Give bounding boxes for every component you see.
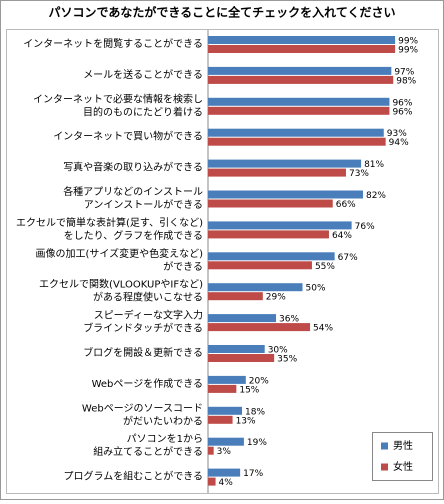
value-label: 50% — [306, 284, 326, 294]
value-label: 99% — [398, 46, 418, 56]
bar — [208, 159, 362, 168]
bar — [208, 75, 394, 84]
value-label: 54% — [313, 324, 333, 334]
value-label: 93% — [387, 129, 407, 139]
category-label: アンインストールができる — [84, 198, 203, 211]
category-label: スピーディーな文字入力 — [94, 309, 203, 322]
bar — [208, 230, 329, 239]
value-label: 55% — [315, 262, 335, 272]
bar — [208, 66, 392, 75]
category-label: 目的のものにたどり着ける — [83, 105, 203, 118]
value-label: 29% — [266, 293, 286, 303]
value-label: 18% — [245, 407, 265, 417]
bar — [208, 168, 346, 177]
value-label: 19% — [247, 438, 267, 448]
chart-title: パソコンであなたができることに全てチェックを入れてください — [49, 5, 396, 20]
category-label: 各種アプリなどのインストール — [63, 185, 203, 198]
value-label: 64% — [332, 231, 352, 241]
value-label: 94% — [389, 138, 409, 148]
bar — [208, 199, 333, 208]
category-label: 写真や音楽の取り込みができる — [63, 161, 203, 174]
bar — [208, 446, 214, 455]
bar — [208, 252, 335, 261]
category-label: メールを送ることができる — [83, 68, 203, 81]
category-label: インターネットで必要な情報を検索し — [33, 92, 203, 105]
legend-box — [372, 432, 433, 481]
bar — [208, 45, 396, 53]
category-label: ブログを開設＆更新できる — [83, 346, 203, 359]
category-label: ブラインドタッチができる — [83, 322, 203, 335]
value-label: 66% — [336, 200, 356, 210]
legend-label: 男性 — [393, 439, 413, 452]
category-label: エクセルで簡単な表計算(足す、引くなど) — [16, 216, 203, 229]
bar — [208, 314, 277, 323]
bar — [208, 283, 303, 292]
bar — [208, 323, 311, 332]
bar — [208, 406, 243, 415]
bar — [208, 36, 396, 44]
bar — [208, 106, 390, 115]
bar — [208, 345, 265, 353]
category-label: 組み立てることができる — [93, 445, 203, 458]
category-label: をしたり、グラフを作成できる — [64, 229, 203, 242]
value-label: 15% — [239, 385, 259, 395]
value-label: 73% — [349, 169, 369, 179]
bar — [208, 97, 390, 106]
bar — [208, 128, 384, 137]
category-label: パソコンを1から — [127, 433, 203, 445]
value-label: 96% — [392, 98, 412, 108]
category-label: プログラムを組むことができる — [64, 470, 204, 483]
value-label: 3% — [217, 447, 232, 457]
bar — [208, 437, 244, 446]
value-label: 81% — [364, 160, 384, 170]
category-label: Webページのソースコード — [82, 403, 203, 414]
category-label: エクセルで関数(VLOOKUPやIFなど) — [39, 278, 203, 291]
value-label: 17% — [243, 469, 263, 479]
bar — [208, 375, 246, 384]
value-label: 36% — [279, 315, 299, 325]
value-label: 67% — [338, 253, 358, 263]
category-label: インターネットを閲覧することができる — [23, 37, 203, 50]
bar — [208, 261, 312, 270]
bar — [208, 137, 386, 146]
value-label: 99% — [398, 37, 418, 47]
category-label: ができる — [163, 260, 203, 273]
bar — [208, 477, 216, 486]
category-label: 画像の加工(サイズ変更や色変えなど) — [35, 247, 203, 260]
plot-frame — [6, 29, 439, 494]
value-label: 97% — [394, 67, 414, 77]
value-label: 4% — [219, 478, 234, 488]
legend-label: 女性 — [393, 460, 413, 473]
legend-swatch — [381, 463, 388, 471]
category-label: インターネットで買い物ができる — [53, 130, 203, 143]
legend-swatch — [381, 442, 388, 450]
bar — [208, 292, 263, 301]
bar — [208, 415, 233, 424]
category-label: がだいたいわかる — [123, 414, 203, 427]
value-label: 13% — [236, 416, 256, 426]
value-label: 96% — [392, 107, 412, 117]
value-label: 35% — [277, 355, 297, 365]
value-label: 30% — [268, 346, 288, 356]
value-label: 98% — [396, 76, 416, 86]
bar — [208, 190, 363, 199]
value-label: 20% — [249, 376, 269, 386]
bar — [208, 221, 352, 230]
bar — [208, 354, 275, 362]
bar — [208, 468, 241, 477]
category-label: がある程度使いこなせる — [93, 291, 203, 304]
value-label: 82% — [366, 191, 386, 201]
value-label: 76% — [355, 222, 375, 232]
category-label: Webページを作成できる — [92, 378, 203, 390]
bar — [208, 384, 237, 393]
